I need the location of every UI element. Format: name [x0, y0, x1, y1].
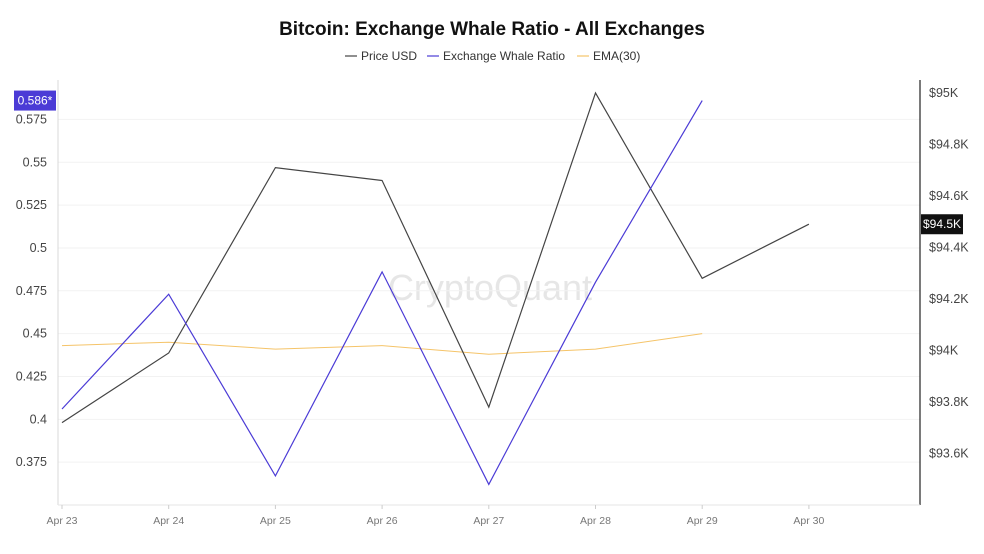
price-value-badge [921, 214, 963, 235]
legend-label-price: Price USD [361, 49, 417, 63]
y-right-tick-4: $94.4K [929, 240, 969, 254]
chart-legend: Price USD Exchange Whale Ratio EMA(30) [345, 49, 640, 63]
x-tick-4: Apr 27 [473, 515, 504, 527]
y-left-tick-4: 0.475 [16, 284, 47, 298]
y-left-tick-6: 0.525 [16, 198, 47, 212]
chart-title: Bitcoin: Exchange Whale Ratio - All Exch… [279, 19, 705, 40]
y-left-tick-1: 0.4 [30, 412, 47, 426]
legend-label-ema: EMA(30) [593, 49, 640, 63]
legend-item-whale-ratio[interactable]: Exchange Whale Ratio [427, 49, 565, 63]
x-tick-2: Apr 25 [260, 515, 291, 527]
y-right-tick-1: $93.8K [929, 395, 969, 409]
x-tick-1: Apr 24 [153, 515, 184, 527]
grid [58, 118, 920, 463]
legend-label-whale-ratio: Exchange Whale Ratio [443, 49, 565, 63]
x-tick-0: Apr 23 [47, 515, 78, 527]
legend-item-ema[interactable]: EMA(30) [577, 49, 640, 63]
y-right-tick-5: $94.6K [929, 189, 969, 203]
series [61, 91, 810, 486]
x-tick-7: Apr 30 [793, 515, 824, 527]
x-tick-3: Apr 26 [367, 515, 398, 527]
ema-line [61, 333, 703, 355]
y-left-tick-3: 0.45 [23, 327, 47, 341]
whale-ratio-value-badge [14, 90, 56, 111]
x-tick-6: Apr 29 [687, 515, 718, 527]
price-usd-line [61, 91, 810, 424]
y-left-tick-7: 0.55 [23, 155, 47, 169]
y-left-tick-5: 0.5 [30, 241, 47, 255]
x-tick-5: Apr 28 [580, 515, 611, 527]
y-right-tick-7: $95K [929, 86, 959, 100]
y-right-tick-0: $93.6K [929, 446, 969, 460]
y-left-tick-2: 0.425 [16, 369, 47, 383]
watermark: CryptoQuant [388, 267, 592, 308]
y-right-tick-2: $94K [929, 343, 959, 357]
y-left-tick-0: 0.375 [16, 455, 47, 469]
y-left-tick-8: 0.575 [16, 112, 47, 126]
value-badges: 0.586* $94.5K [14, 90, 963, 235]
axes: 0.375 0.4 0.425 0.45 0.475 0.5 0.525 0.55 0.575 $… [16, 80, 969, 527]
price-value-label: $94.5K [923, 217, 961, 231]
y-right-tick-6: $94.8K [929, 137, 969, 151]
y-right-tick-3: $94.2K [929, 292, 969, 306]
whale-ratio-value-label: 0.586* [18, 94, 53, 108]
whale-ratio-line [61, 100, 703, 486]
legend-item-price[interactable]: Price USD [345, 49, 417, 63]
